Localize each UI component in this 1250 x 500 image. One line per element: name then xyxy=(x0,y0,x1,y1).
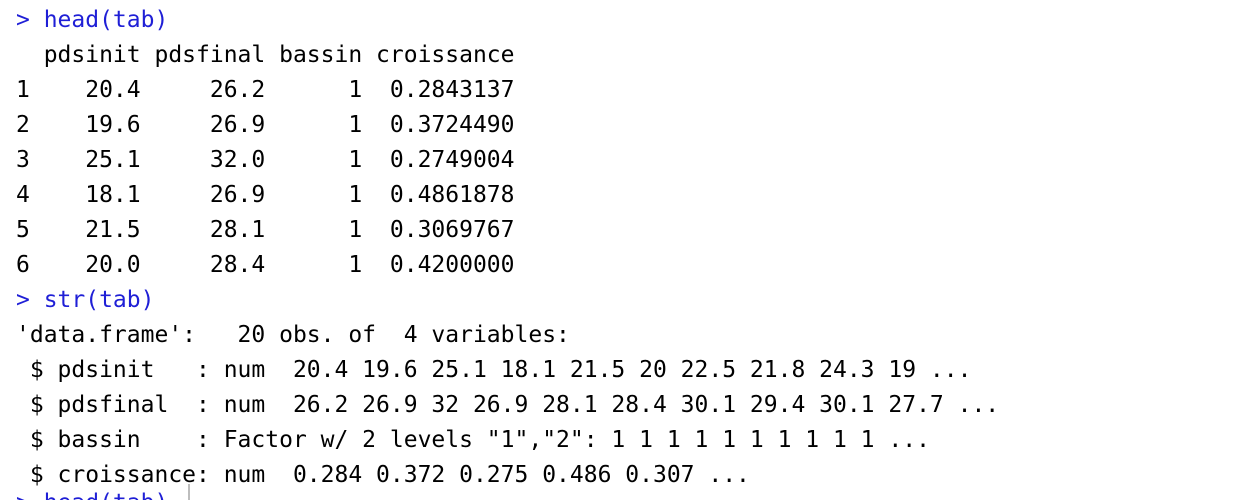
console-output: $ bassin : Factor w/ 2 levels "1","2": 1… xyxy=(16,427,930,453)
console-input-line[interactable]: > head(tab) xyxy=(16,486,168,500)
console-command: > head(tab) xyxy=(16,7,169,33)
console-output: $ pdsfinal : num 26.2 26.9 32 26.9 28.1 … xyxy=(16,392,1000,418)
console-output: 5 21.5 28.1 1 0.3069767 xyxy=(16,217,515,243)
console-output: 2 19.6 26.9 1 0.3724490 xyxy=(16,112,515,138)
console-output: 3 25.1 32.0 1 0.2749004 xyxy=(16,147,515,173)
console-output: $ croissance: num 0.284 0.372 0.275 0.48… xyxy=(16,462,750,488)
console-output: 4 18.1 26.9 1 0.4861878 xyxy=(16,182,515,208)
console-output: $ pdsinit : num 20.4 19.6 25.1 18.1 21.5… xyxy=(16,357,972,383)
console-output: pdsinit pdsfinal bassin croissance xyxy=(16,42,515,68)
console-output: 6 20.0 28.4 1 0.4200000 xyxy=(16,252,515,278)
console-command: > str(tab) xyxy=(16,287,155,313)
text-cursor xyxy=(188,484,190,500)
console-output: 1 20.4 26.2 1 0.2843137 xyxy=(16,77,515,103)
console-output: 'data.frame': 20 obs. of 4 variables: xyxy=(16,322,570,348)
